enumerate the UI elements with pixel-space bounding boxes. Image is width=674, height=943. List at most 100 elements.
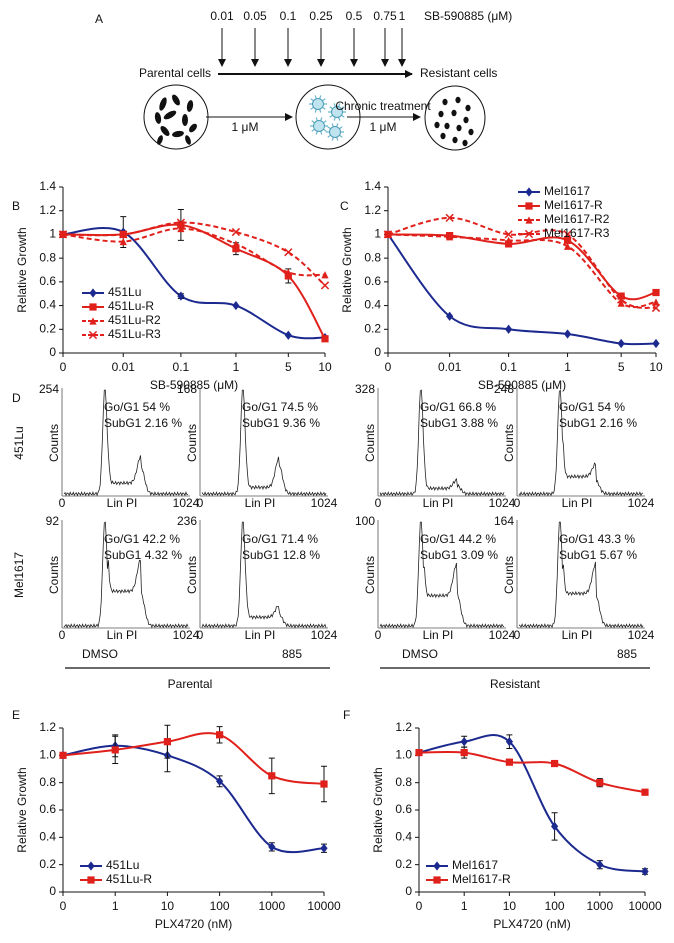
- hist-ymax: 100: [355, 514, 375, 528]
- x-tick-label: 1: [233, 360, 240, 374]
- legend-marker: [433, 861, 441, 871]
- dose-note: 1 μM: [370, 120, 397, 134]
- hist-x-title: Lin PI: [562, 496, 593, 510]
- panel-label: B: [12, 199, 20, 213]
- cell-dish: [143, 84, 209, 150]
- data-point: [617, 292, 625, 300]
- legend-marker: [433, 876, 441, 884]
- cell: [189, 123, 197, 133]
- hist-y-title: Counts: [363, 556, 377, 594]
- y-tick-label: 1: [374, 227, 381, 241]
- hist-x-start: 0: [197, 628, 204, 642]
- dying-cell-spikes: [309, 95, 327, 113]
- legend-marker: [89, 303, 97, 311]
- x-tick-label: 0.1: [500, 360, 517, 374]
- drug-label: SB-590885 (μM): [424, 9, 512, 23]
- dose-label: 0.1: [280, 9, 297, 23]
- y-tick-label: 0.8: [395, 775, 412, 789]
- y-axis-title: Relative Growth: [15, 227, 29, 312]
- x-tick-label: 0.01: [112, 360, 136, 374]
- data-point: [551, 821, 559, 831]
- subg1-fraction: SubG1 4.32 %: [104, 548, 182, 562]
- hist-x-end: 1024: [173, 496, 200, 510]
- x-axis-title: SB-590885 (μM): [150, 378, 238, 392]
- x-tick-label: 1000: [258, 899, 285, 913]
- data-point: [596, 779, 604, 787]
- resistant-cell: [455, 96, 461, 104]
- y-tick-label: 1: [49, 227, 56, 241]
- hist-y-title: Counts: [185, 424, 199, 462]
- resistant-cell: [456, 124, 462, 132]
- legend-label: Mel1617-R: [452, 872, 511, 886]
- y-tick-label: 0.6: [39, 274, 56, 288]
- data-point: [176, 218, 186, 227]
- legend-label: 451Lu: [106, 858, 139, 872]
- data-point: [284, 248, 293, 257]
- hist-x-end: 1024: [311, 628, 338, 642]
- y-tick-label: 0.8: [364, 250, 381, 264]
- series-line: [62, 744, 325, 854]
- panel-label: D: [12, 391, 21, 405]
- group-label: Parental: [168, 677, 213, 691]
- row-label: Mel1617: [12, 552, 26, 598]
- x-tick-label: 10: [318, 360, 332, 374]
- resistant-cell: [463, 116, 469, 124]
- data-point: [119, 230, 128, 239]
- data-point: [651, 303, 661, 313]
- data-point: [216, 731, 224, 739]
- x-tick-label: 10: [161, 899, 175, 913]
- dose-label: 0.01: [210, 9, 234, 23]
- treatment-label: DMSO: [402, 647, 438, 661]
- panel-label: F: [343, 708, 350, 722]
- data-point: [504, 230, 513, 239]
- resistant-cell: [468, 128, 474, 136]
- resistant-cell: [462, 139, 468, 147]
- start-label: Parental cells: [139, 66, 211, 80]
- dying-cell-spikes: [328, 103, 346, 121]
- hist-x-start: 0: [514, 628, 521, 642]
- x-tick-label: 0.1: [173, 360, 190, 374]
- hist-x-start: 0: [59, 496, 66, 510]
- data-point: [383, 230, 393, 239]
- y-tick-label: 0.6: [395, 802, 412, 816]
- data-point: [59, 751, 67, 759]
- hist-ymax: 328: [355, 382, 375, 396]
- y-tick-label: 0.6: [39, 802, 56, 816]
- x-tick-label: 0.01: [438, 360, 462, 374]
- x-tick-label: 10000: [307, 899, 341, 913]
- y-tick-label: 0.2: [395, 857, 412, 871]
- y-tick-label: 0.4: [39, 298, 56, 312]
- data-point: [119, 237, 127, 246]
- legend-marker: [87, 861, 95, 871]
- legend-label: 451Lu: [108, 285, 141, 299]
- data-point: [596, 860, 604, 870]
- hist-y-title: Counts: [502, 424, 516, 462]
- data-point: [617, 338, 625, 349]
- data-point: [177, 224, 185, 233]
- x-tick-label: 5: [285, 360, 292, 374]
- y-tick-label: 0: [49, 884, 56, 898]
- subg1-fraction: SubG1 2.16 %: [559, 416, 637, 430]
- data-point: [563, 329, 572, 339]
- dose-label: 0.5: [346, 9, 363, 23]
- dose-label: 0.25: [309, 9, 333, 23]
- data-point: [111, 746, 119, 754]
- series-line: [62, 221, 326, 287]
- series-line: [387, 233, 657, 346]
- hist-x-start: 0: [375, 628, 382, 642]
- subg1-fraction: SubG1 3.09 %: [420, 548, 498, 562]
- data-point: [652, 338, 660, 349]
- data-point: [563, 230, 572, 239]
- histogram-trace: [379, 389, 505, 497]
- data-point: [505, 758, 513, 766]
- cell: [172, 94, 180, 106]
- data-point: [231, 227, 241, 237]
- data-point: [268, 772, 276, 780]
- end-label: Resistant cells: [420, 66, 497, 80]
- dying-cell: [329, 126, 341, 138]
- y-tick-label: 1.0: [395, 748, 412, 762]
- legend-label: 451Lu-R2: [108, 313, 161, 327]
- data-point: [652, 288, 660, 297]
- cell: [154, 112, 162, 124]
